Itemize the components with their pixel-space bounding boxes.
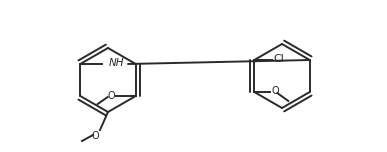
Text: NH: NH [108, 58, 124, 68]
Text: Cl: Cl [273, 55, 284, 64]
Text: O: O [107, 90, 115, 100]
Text: O: O [91, 131, 99, 141]
Text: O: O [271, 86, 279, 97]
